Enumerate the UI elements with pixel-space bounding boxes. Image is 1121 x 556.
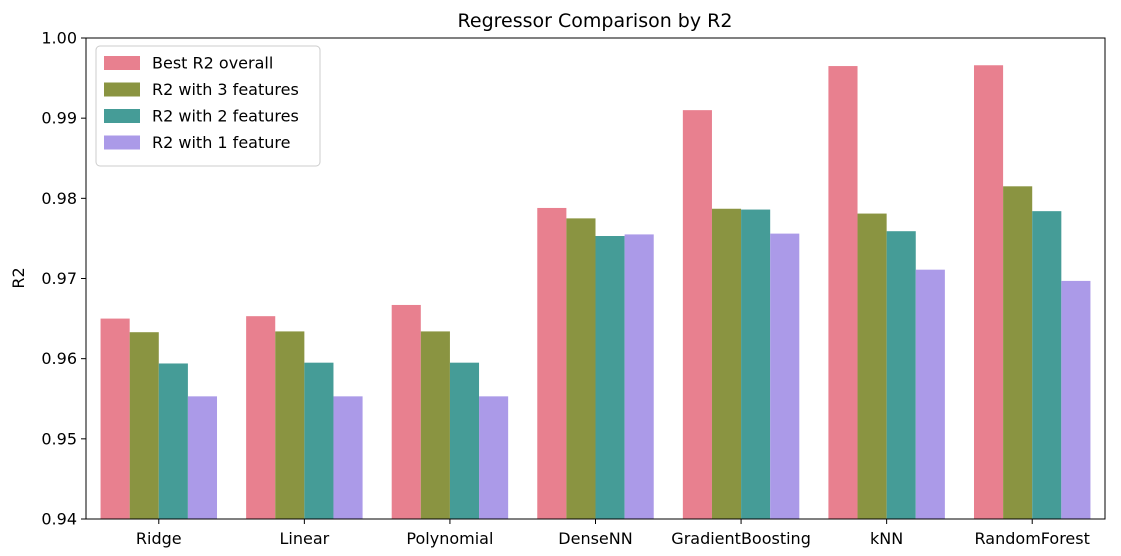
bar-ridge-series-1 xyxy=(100,318,130,519)
bar-knn-series-4 xyxy=(915,269,945,519)
bar-ridge-series-4 xyxy=(187,396,218,519)
legend: Best R2 overall R2 with 3 features R2 with… xyxy=(95,45,321,167)
y-tick-label: 0.99 xyxy=(41,109,77,128)
x-tick-label: Linear xyxy=(279,529,329,548)
bar-knn-series-2 xyxy=(857,213,887,519)
y-tick-label: 0.94 xyxy=(41,510,77,529)
legend-entry-label: R2 with 2 features xyxy=(152,107,299,126)
legend-entry-label: R2 with 3 features xyxy=(152,80,299,99)
bar-randomforest-series-3 xyxy=(1032,211,1062,519)
bar-densenn-series-1 xyxy=(537,207,567,519)
bar-gradientboosting-series-4 xyxy=(770,233,800,519)
bar-linear-series-4 xyxy=(333,396,363,519)
bar-gradientboosting-series-1 xyxy=(682,110,712,520)
bar-randomforest-series-1 xyxy=(973,65,1004,520)
legend-entry-label: R2 with 1 feature xyxy=(152,133,290,152)
x-axis: Ridge Linear Polynomial DenseNN GradientBoos… xyxy=(136,519,1090,548)
chart-title: Regressor Comparison by R2 xyxy=(458,10,733,32)
bar-ridge-series-2 xyxy=(129,332,159,519)
y-axis-title: R2 xyxy=(9,267,28,288)
x-tick-label: Ridge xyxy=(136,529,182,548)
bar-polynomial-series-2 xyxy=(420,331,450,519)
bar-gradientboosting-series-3 xyxy=(741,209,771,519)
bar-densenn-series-3 xyxy=(595,236,625,520)
legend-swatch xyxy=(104,135,140,150)
y-tick-label: 0.95 xyxy=(41,429,77,448)
y-tick-label: 0.97 xyxy=(41,269,77,288)
bar-gradientboosting-series-2 xyxy=(711,208,742,519)
bar-knn-series-3 xyxy=(886,231,916,519)
legend-entry-label: Best R2 overall xyxy=(152,54,273,73)
bar-polynomial-series-1 xyxy=(391,304,421,519)
y-tick-label: 0.98 xyxy=(41,189,77,208)
bar-randomforest-series-2 xyxy=(1003,186,1033,519)
bar-ridge-series-3 xyxy=(158,363,188,519)
x-tick-label: kNN xyxy=(870,529,903,548)
x-tick-label: RandomForest xyxy=(975,529,1090,548)
bar-randomforest-series-4 xyxy=(1061,280,1091,519)
x-tick-label: GradientBoosting xyxy=(671,529,811,548)
legend-swatch xyxy=(104,109,140,123)
bar-densenn-series-2 xyxy=(566,218,596,519)
legend-swatch xyxy=(104,82,140,97)
legend-swatch xyxy=(104,56,140,70)
bar-densenn-series-4 xyxy=(624,234,654,520)
bar-polynomial-series-4 xyxy=(479,396,509,519)
bar-linear-series-3 xyxy=(304,362,334,519)
x-tick-label: DenseNN xyxy=(558,529,632,548)
bar-linear-series-2 xyxy=(275,331,305,519)
y-tick-label: 0.96 xyxy=(41,349,77,368)
x-tick-label: Polynomial xyxy=(406,529,493,548)
y-tick-label: 1.00 xyxy=(41,29,77,48)
y-axis: 0.94 0.95 0.96 0.97 0.98 0.99 1.00 xyxy=(41,29,86,529)
bar-linear-series-1 xyxy=(246,316,276,519)
legend-frame xyxy=(95,45,321,167)
bars-layer xyxy=(100,65,1091,520)
plot-frame xyxy=(85,37,1106,520)
bar-knn-series-1 xyxy=(828,66,858,519)
bar-polynomial-series-3 xyxy=(449,362,480,519)
